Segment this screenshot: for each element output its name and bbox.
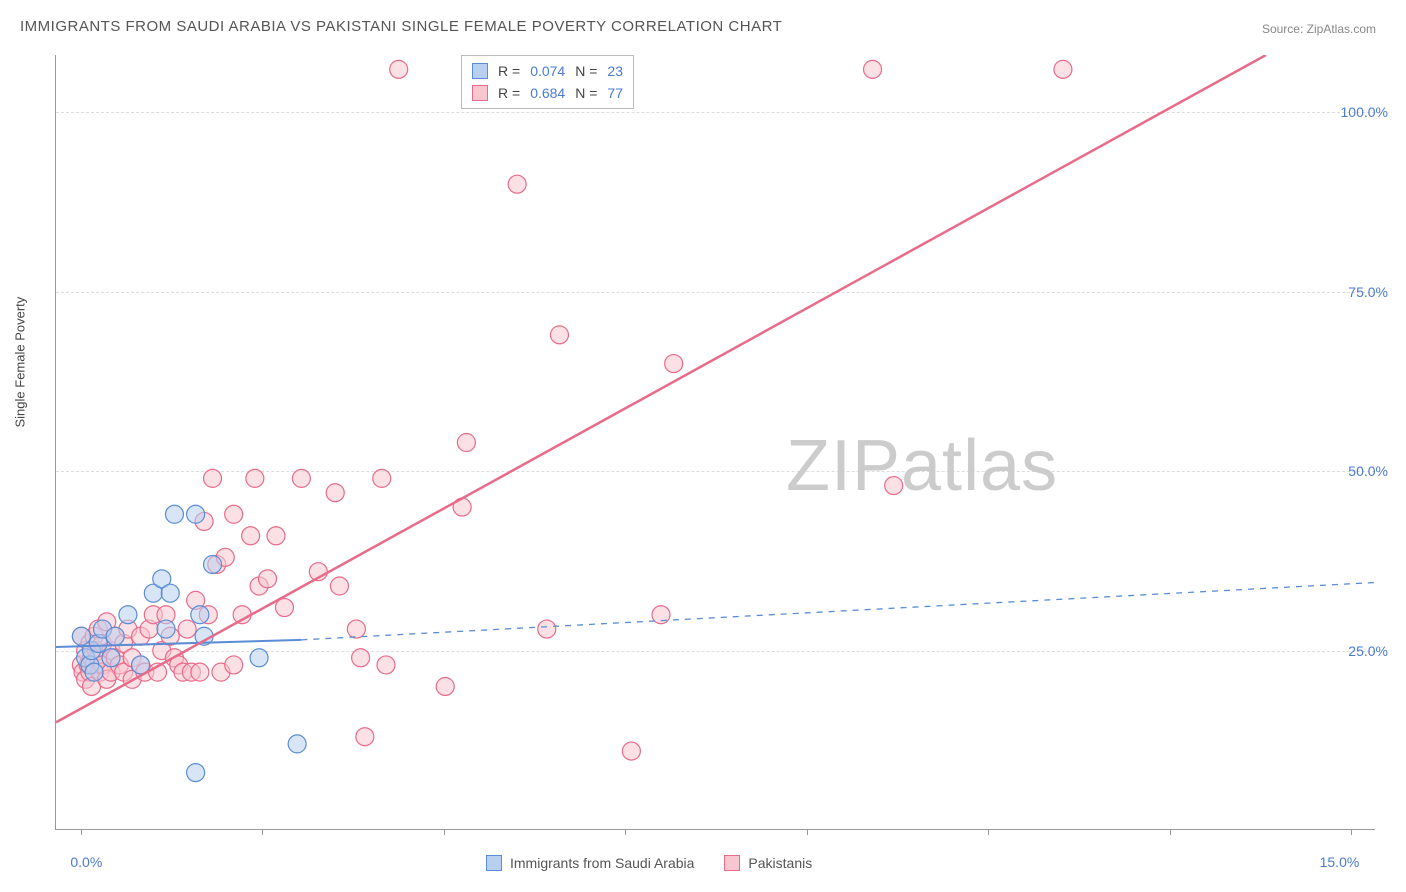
- data-point: [356, 728, 374, 746]
- y-axis-label: Single Female Poverty: [13, 297, 28, 428]
- data-point: [377, 656, 395, 674]
- data-point: [347, 620, 365, 638]
- source-attribution: Source: ZipAtlas.com: [1262, 22, 1376, 36]
- data-point: [119, 606, 137, 624]
- data-point: [250, 649, 268, 667]
- data-point: [352, 649, 370, 667]
- x-tick: [81, 829, 82, 835]
- data-point: [436, 677, 454, 695]
- swatch-icon: [724, 855, 740, 871]
- legend-item: Pakistanis: [724, 855, 812, 871]
- data-point: [157, 620, 175, 638]
- data-point: [622, 742, 640, 760]
- r-label: R =: [498, 82, 520, 104]
- plot-area: ZIPatlas R = 0.074 N = 23 R = 0.684 N = …: [55, 55, 1375, 830]
- data-point: [457, 434, 475, 452]
- legend-stats-row: R = 0.074 N = 23: [472, 60, 623, 82]
- n-label: N =: [575, 60, 597, 82]
- legend-series: Immigrants from Saudi Arabia Pakistanis: [486, 855, 812, 871]
- scatter-plot: [56, 55, 1375, 829]
- data-point: [326, 484, 344, 502]
- data-point: [259, 570, 277, 588]
- trend-line: [301, 582, 1375, 639]
- legend-item: Immigrants from Saudi Arabia: [486, 855, 694, 871]
- x-tick: [1170, 829, 1171, 835]
- x-tick: [1351, 829, 1352, 835]
- data-point: [885, 477, 903, 495]
- data-point: [187, 764, 205, 782]
- data-point: [292, 469, 310, 487]
- x-tick-label: 15.0%: [1320, 854, 1360, 870]
- x-tick: [625, 829, 626, 835]
- data-point: [246, 469, 264, 487]
- r-value: 0.074: [530, 60, 565, 82]
- legend-stats: R = 0.074 N = 23 R = 0.684 N = 77: [461, 55, 634, 109]
- data-point: [550, 326, 568, 344]
- data-point: [538, 620, 556, 638]
- n-value: 23: [607, 60, 623, 82]
- data-point: [330, 577, 348, 595]
- data-point: [225, 505, 243, 523]
- data-point: [187, 505, 205, 523]
- data-point: [1054, 60, 1072, 78]
- r-label: R =: [498, 60, 520, 82]
- data-point: [390, 60, 408, 78]
- data-point: [178, 620, 196, 638]
- data-point: [85, 663, 103, 681]
- legend-label: Immigrants from Saudi Arabia: [510, 855, 694, 871]
- x-tick: [988, 829, 989, 835]
- data-point: [508, 175, 526, 193]
- data-point: [165, 505, 183, 523]
- data-point: [288, 735, 306, 753]
- chart-title: IMMIGRANTS FROM SAUDI ARABIA VS PAKISTAN…: [20, 18, 782, 35]
- r-value: 0.684: [530, 82, 565, 104]
- data-point: [191, 663, 209, 681]
- data-point: [102, 649, 120, 667]
- swatch-icon: [472, 85, 488, 101]
- data-point: [242, 527, 260, 545]
- data-point: [161, 584, 179, 602]
- data-point: [864, 60, 882, 78]
- x-tick: [444, 829, 445, 835]
- x-tick: [807, 829, 808, 835]
- n-value: 77: [607, 82, 623, 104]
- data-point: [204, 555, 222, 573]
- data-point: [191, 606, 209, 624]
- legend-label: Pakistanis: [748, 855, 812, 871]
- legend-stats-row: R = 0.684 N = 77: [472, 82, 623, 104]
- data-point: [106, 627, 124, 645]
- data-point: [373, 469, 391, 487]
- n-label: N =: [575, 82, 597, 104]
- x-tick-label: 0.0%: [70, 854, 102, 870]
- data-point: [267, 527, 285, 545]
- swatch-icon: [472, 63, 488, 79]
- data-point: [665, 355, 683, 373]
- swatch-icon: [486, 855, 502, 871]
- data-point: [225, 656, 243, 674]
- x-tick: [262, 829, 263, 835]
- data-point: [204, 469, 222, 487]
